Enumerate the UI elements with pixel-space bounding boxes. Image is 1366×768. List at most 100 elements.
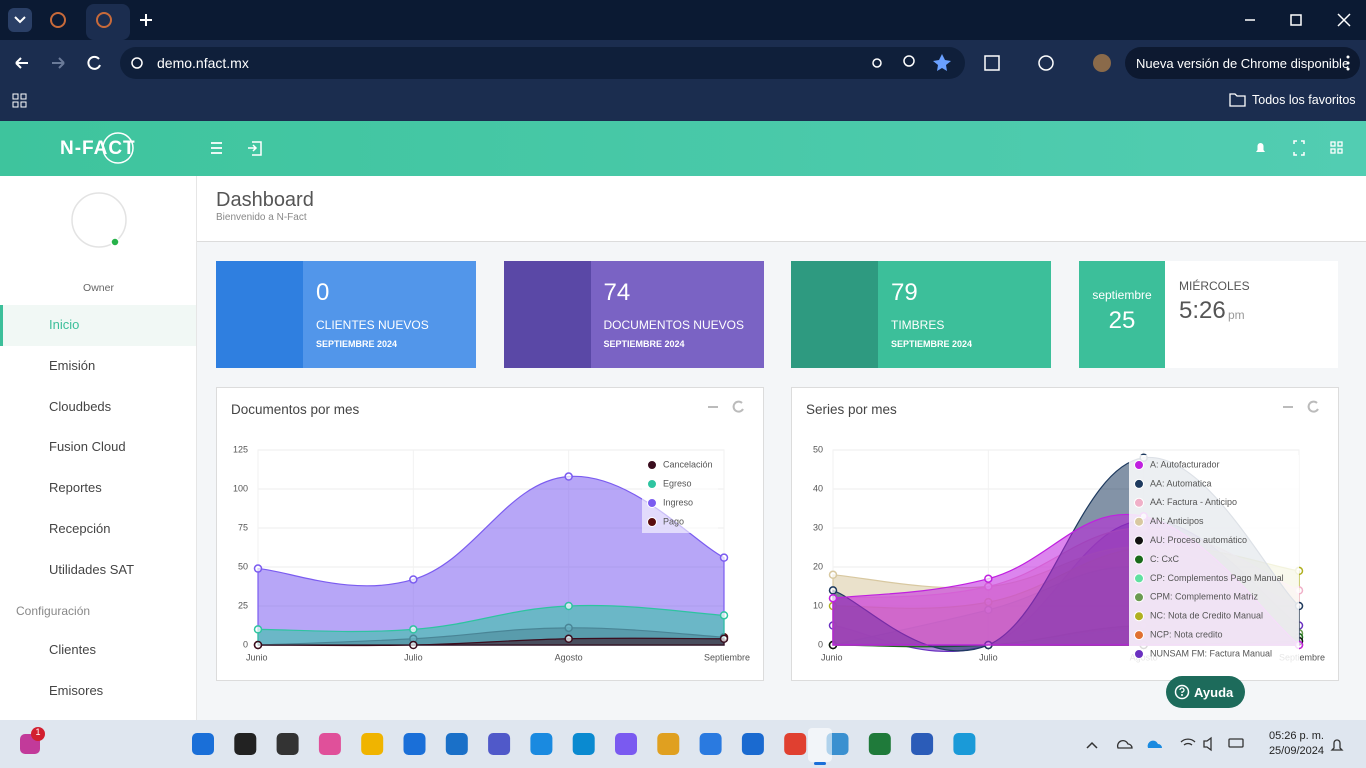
taskbar-app[interactable] xyxy=(488,733,511,755)
taskbar-app[interactable] xyxy=(572,733,595,755)
notifications[interactable] xyxy=(1256,143,1265,152)
legend-label: A: Autofacturador xyxy=(1150,459,1220,469)
menu-item[interactable]: Cloudbeds xyxy=(49,398,112,414)
legend-swatch xyxy=(647,460,657,470)
data-point xyxy=(253,625,263,634)
taskbar-app[interactable] xyxy=(192,733,214,755)
menu-item[interactable]: Reportes xyxy=(49,480,102,496)
fullscreen[interactable] xyxy=(1293,140,1305,156)
stat-value: 0 xyxy=(316,279,330,306)
legend-label: Cancelación xyxy=(663,459,713,469)
history[interactable] xyxy=(1038,55,1054,71)
update-button[interactable]: Nueva versión de Chrome disponible xyxy=(1136,56,1350,71)
bookmark-star[interactable] xyxy=(933,54,951,71)
menu-item[interactable]: Recepción xyxy=(49,521,111,536)
stat-card-icon-area xyxy=(503,261,591,368)
section-label: Configuración xyxy=(16,604,91,618)
refresh[interactable] xyxy=(1307,400,1319,413)
taskbar-app[interactable] xyxy=(911,733,934,755)
legend-label: AU: Proceso automático xyxy=(1150,535,1247,545)
legend-swatch xyxy=(1134,554,1144,565)
stat-value: 74 xyxy=(603,279,631,306)
taskbar-app[interactable] xyxy=(276,733,299,755)
taskbar-app[interactable] xyxy=(615,733,637,755)
menu-item[interactable]: Fusion Cloud xyxy=(49,439,126,455)
update-button-bg[interactable] xyxy=(1125,47,1360,79)
legend-label: AA: Automatica xyxy=(1150,478,1212,488)
tab-favicon[interactable] xyxy=(50,12,66,28)
stat-card: 74 DOCUMENTOS NUEVOS SEPTIEMBRE 2024 xyxy=(503,261,764,368)
bookmarks-folder[interactable] xyxy=(1229,93,1246,107)
taskbar: 1 05:26 p. m. 25/09/2024 xyxy=(0,720,1366,768)
legend-swatch xyxy=(647,498,657,508)
data-point xyxy=(984,574,993,583)
taskbar-app[interactable] xyxy=(234,733,257,755)
legend-swatch xyxy=(1134,630,1144,641)
legend-label: AA: Factura - Anticipo xyxy=(1150,497,1237,507)
reload[interactable] xyxy=(87,55,101,70)
taskbar-app[interactable] xyxy=(699,733,722,755)
url[interactable]: demo.nfact.mx xyxy=(157,55,249,71)
stat-label: DOCUMENTOS NUEVOS xyxy=(603,318,744,332)
legend-label: NC: Nota de Credito Manual xyxy=(1150,611,1263,621)
y-tick-label: 40 xyxy=(813,483,823,493)
data-point xyxy=(253,564,263,573)
stat-card-icon-area xyxy=(216,261,303,368)
taskbar-app[interactable] xyxy=(741,733,764,755)
stat-value: 79 xyxy=(891,279,918,306)
close[interactable] xyxy=(1337,13,1351,27)
menu-item[interactable]: Emisores xyxy=(49,683,104,698)
taskbar-app[interactable] xyxy=(403,733,426,755)
y-tick-label: 10 xyxy=(813,600,823,610)
omnibox[interactable] xyxy=(120,47,965,79)
taskbar-app[interactable] xyxy=(868,733,891,755)
chart-panel: Documentos por mes 0 25 50 75 100 125 Junio Jul… xyxy=(216,387,764,681)
taskbar-app[interactable] xyxy=(318,733,341,755)
restore[interactable] xyxy=(1290,14,1302,26)
taskbar-app[interactable] xyxy=(530,733,553,755)
logout[interactable] xyxy=(248,141,262,156)
refresh[interactable] xyxy=(732,400,744,413)
avatar xyxy=(71,192,127,248)
y-tick-label: 25 xyxy=(238,600,248,610)
x-tick-label: Julio xyxy=(979,652,998,662)
logo[interactable]: N-FACT xyxy=(60,138,136,159)
data-point xyxy=(828,593,838,603)
taskbar-indicator xyxy=(814,762,826,765)
legend-label: C: CxC xyxy=(1150,554,1180,564)
legend-label: Egreso xyxy=(663,478,692,488)
legend-label: AN: Anticipos xyxy=(1150,516,1204,526)
taskbar-app[interactable] xyxy=(657,733,680,755)
help-button[interactable]: Ayuda xyxy=(1166,676,1245,708)
menu-item[interactable]: Inicio xyxy=(49,317,80,332)
menu-item[interactable]: Utilidades SAT xyxy=(49,561,135,577)
taskbar-app[interactable] xyxy=(445,733,468,755)
x-tick-label: Junio xyxy=(246,652,268,662)
active-highlight xyxy=(0,305,196,346)
new-tab[interactable] xyxy=(140,14,152,26)
stat-card: 79 TIMBRES SEPTIEMBRE 2024 xyxy=(791,261,1051,368)
bookmarks-label[interactable]: Todos los favoritos xyxy=(1252,93,1356,107)
taskbar-app[interactable] xyxy=(361,733,384,755)
menu-item[interactable]: Clientes xyxy=(49,642,96,657)
data-point xyxy=(564,472,573,481)
tab-search[interactable] xyxy=(8,8,32,32)
taskbar-app[interactable] xyxy=(953,733,976,755)
menu-toggle[interactable] xyxy=(211,142,222,154)
header-icons xyxy=(102,132,1343,164)
profile[interactable] xyxy=(1093,54,1111,72)
legend-swatch xyxy=(1134,592,1144,603)
menu-item[interactable]: Emisión xyxy=(49,357,96,373)
legend-swatch xyxy=(1134,497,1144,508)
page-subtitle: Bienvenido a N-Fact xyxy=(216,212,307,223)
active-tab[interactable] xyxy=(86,4,130,40)
legend-label: NUNSAM FM: Factura Manual xyxy=(1150,648,1272,658)
data-point xyxy=(409,640,418,650)
legend-swatch xyxy=(1134,573,1144,584)
legend-box xyxy=(1129,455,1299,665)
taskbar-app[interactable] xyxy=(784,733,807,755)
forward[interactable] xyxy=(52,57,65,69)
apps[interactable] xyxy=(1330,141,1343,154)
extensions[interactable] xyxy=(984,55,1000,71)
back[interactable] xyxy=(15,57,28,69)
